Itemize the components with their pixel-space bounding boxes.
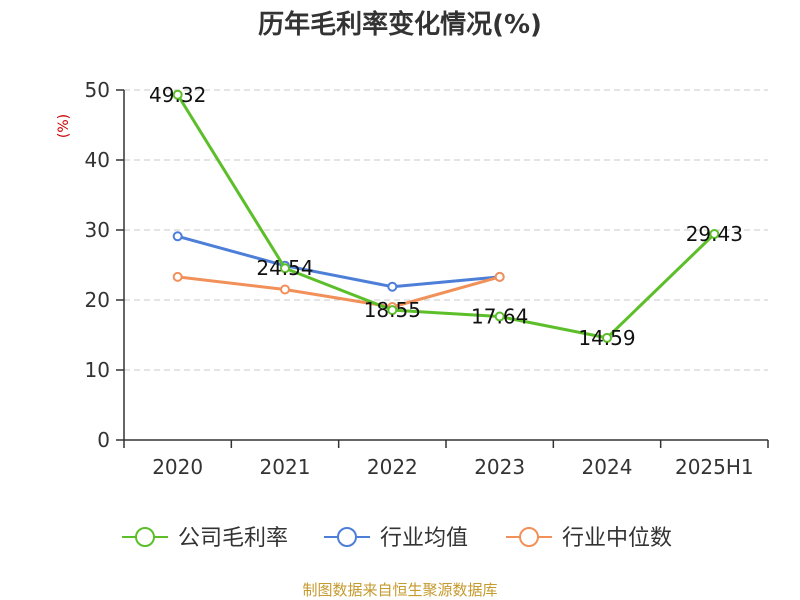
legend-marker <box>135 527 155 547</box>
series-point <box>387 281 398 292</box>
y-axis-unit: (%) <box>56 114 72 138</box>
y-tick-label: 30 <box>85 218 110 242</box>
x-tick-label: 2021 <box>260 455 311 479</box>
x-tick-label: 2024 <box>582 455 633 479</box>
x-tick-label: 2023 <box>474 455 525 479</box>
series-point <box>280 284 290 295</box>
y-tick-label: 20 <box>85 288 110 312</box>
data-label: 17.64 <box>471 305 528 329</box>
series-line-1 <box>177 234 500 289</box>
grid-lines <box>124 89 768 371</box>
data-labels: 49.32 24.54 18.55 17.64 14.59 29.43 <box>149 83 743 350</box>
legend-label: 行业均值 <box>380 526 468 551</box>
source-note: 制图数据来自恒生聚源数据库 <box>302 581 497 599</box>
series-point <box>387 305 398 316</box>
series-point <box>494 271 505 282</box>
series-layer <box>172 89 720 343</box>
data-label: 24.54 <box>256 256 313 280</box>
y-tick-label: 40 <box>85 148 110 172</box>
axes: 0 10 20 30 40 50 2020 2021 2022 2023 2024 2025H1 <box>85 78 769 479</box>
chart-title: 历年毛利率变化情况(%) <box>258 9 542 40</box>
series-point <box>172 89 183 100</box>
series-point <box>280 263 290 274</box>
series-point <box>494 311 505 322</box>
y-tick-label: 10 <box>85 358 110 382</box>
series-point <box>172 271 183 282</box>
series-line-0 <box>176 93 716 340</box>
legend-marker <box>337 527 357 547</box>
y-tick-label: 0 <box>97 428 110 452</box>
series-point <box>172 231 183 242</box>
x-tick-label: 2022 <box>367 455 418 479</box>
legend-label: 行业中位数 <box>562 526 672 551</box>
x-tick-label: 2025H1 <box>675 455 754 479</box>
series-line-2 <box>177 275 501 309</box>
legend-marker <box>519 527 539 547</box>
data-label: 29.43 <box>686 222 743 246</box>
series-point <box>709 228 720 239</box>
y-tick-label: 50 <box>85 78 110 102</box>
legend-label: 公司毛利率 <box>178 526 288 551</box>
data-label: 18.55 <box>364 298 421 322</box>
data-label: 49.32 <box>149 83 206 107</box>
series-point <box>602 332 612 343</box>
data-label: 14.59 <box>578 326 635 350</box>
x-tick-label: 2020 <box>152 455 203 479</box>
legend: 公司毛利率 行业均值 行业中位数 <box>122 526 672 551</box>
